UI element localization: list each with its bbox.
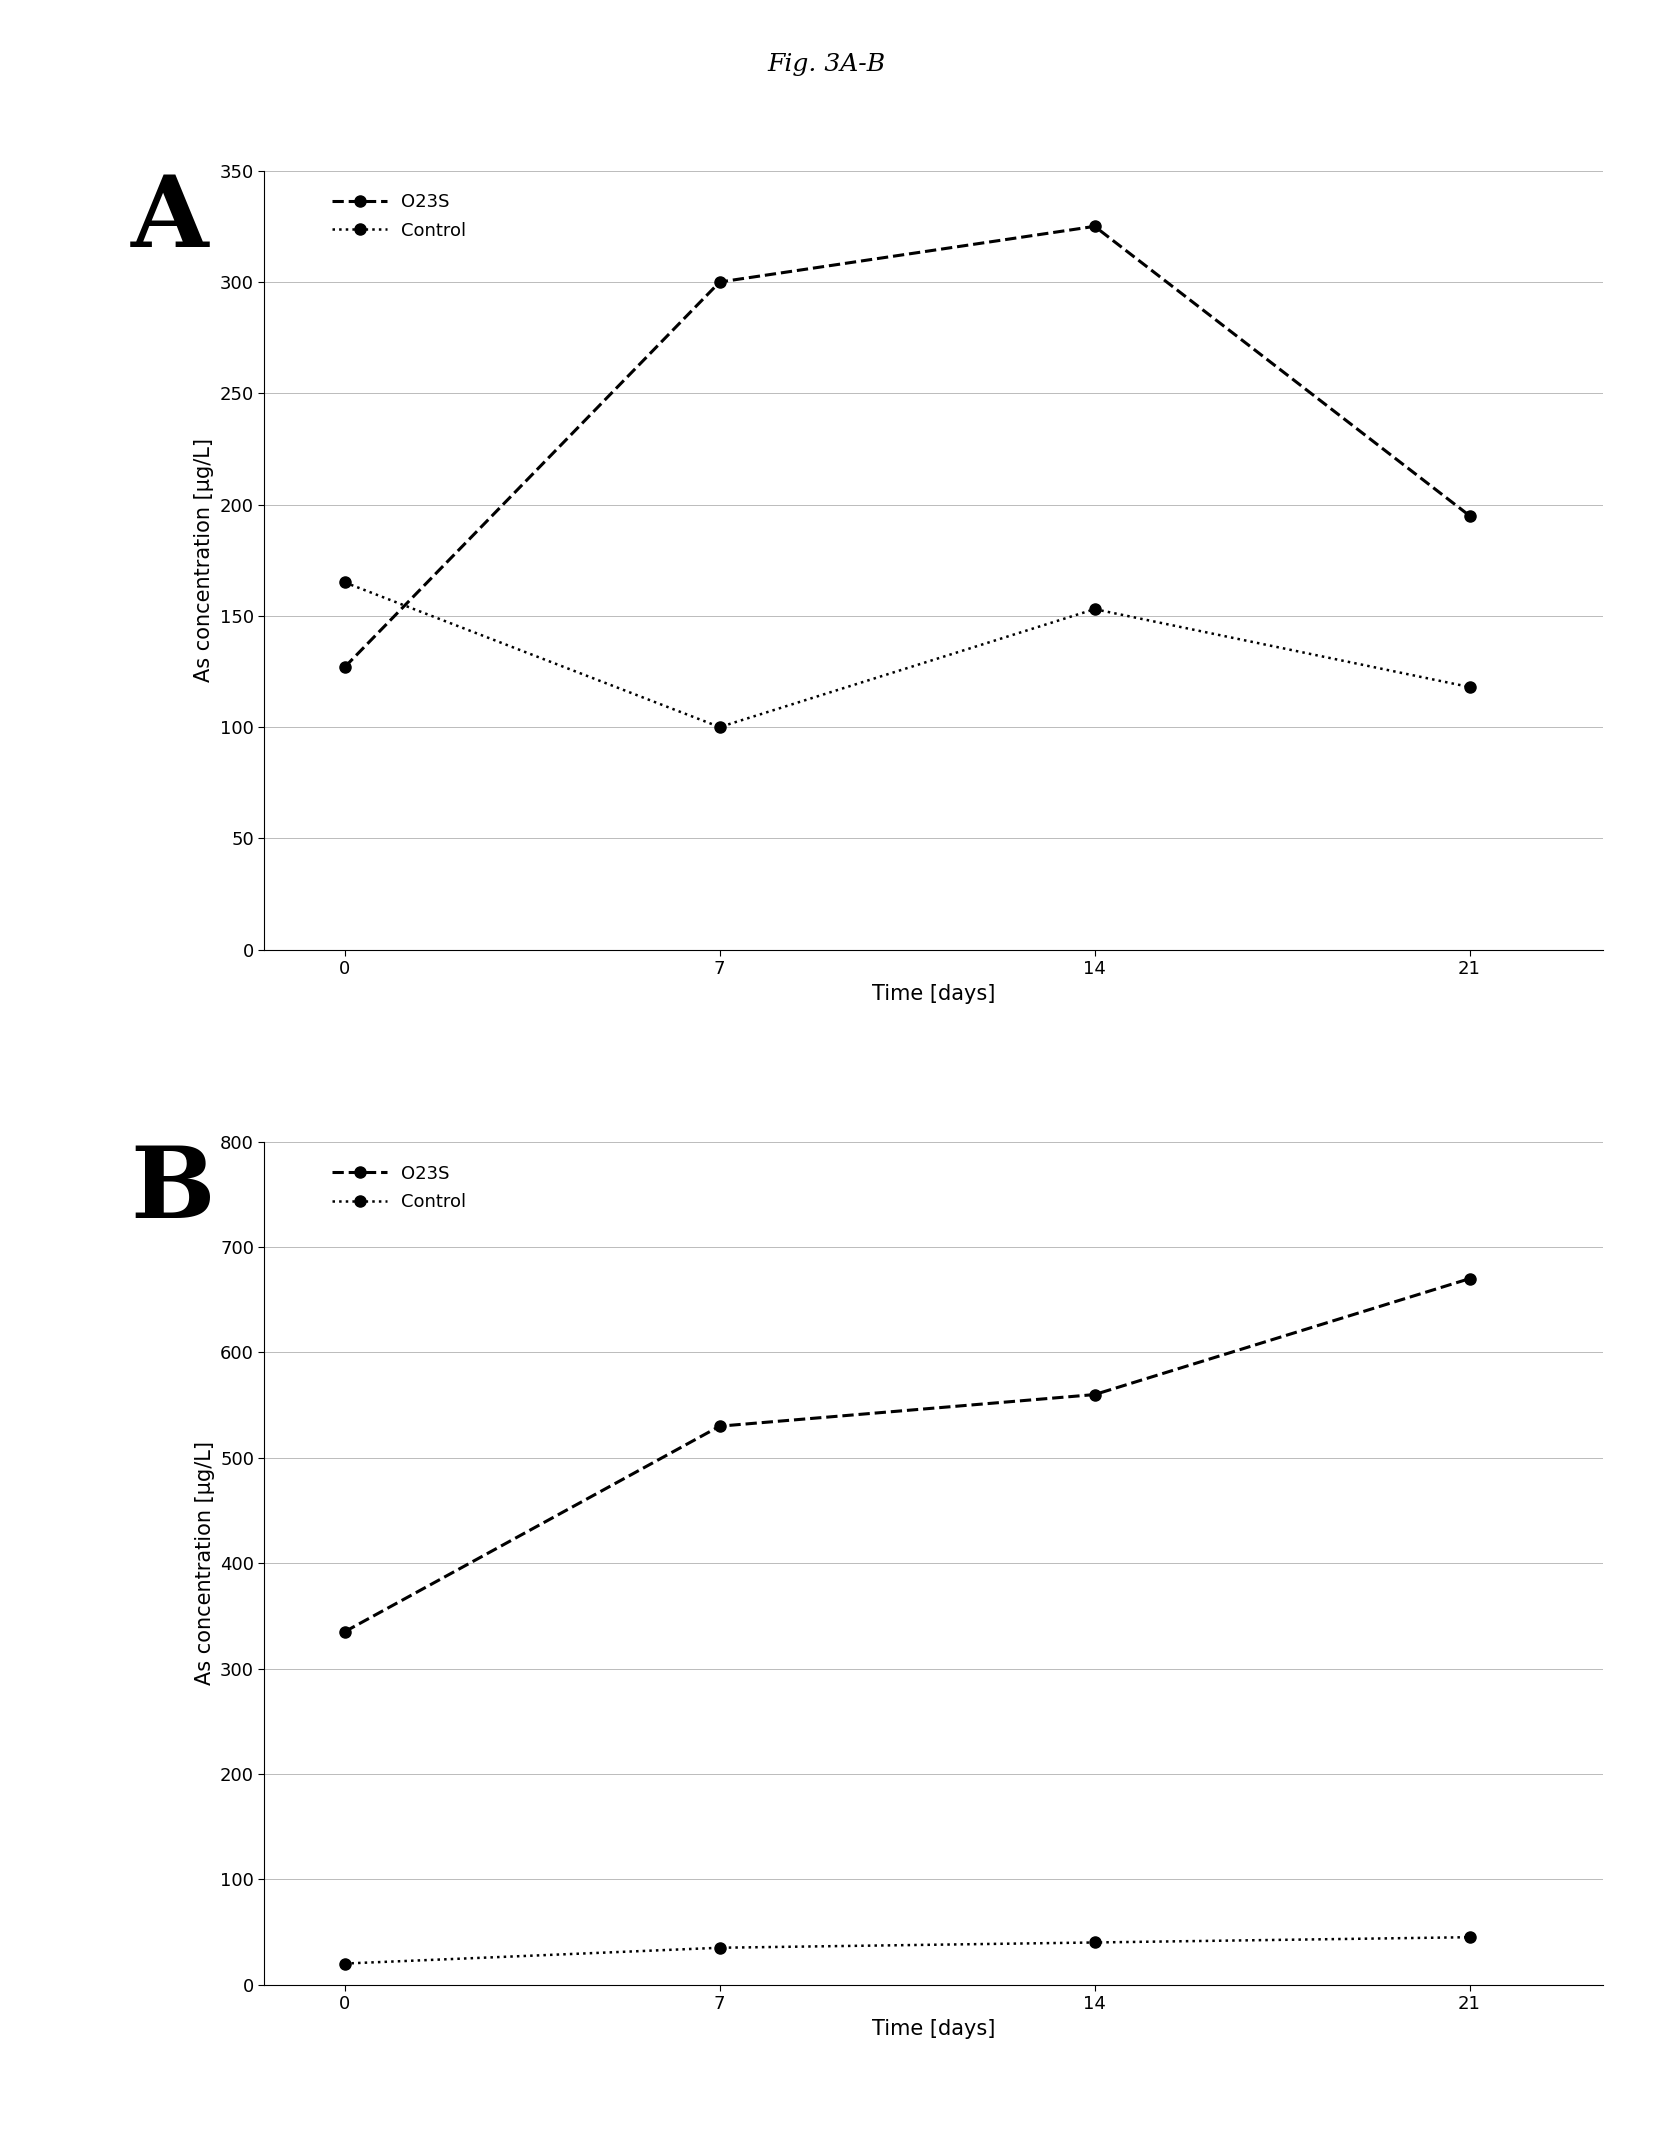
Text: A: A bbox=[131, 171, 208, 267]
Text: Fig. 3A-B: Fig. 3A-B bbox=[767, 53, 886, 77]
Y-axis label: As concentration [µg/L]: As concentration [µg/L] bbox=[195, 1440, 215, 1686]
X-axis label: Time [days]: Time [days] bbox=[873, 2019, 995, 2038]
X-axis label: Time [days]: Time [days] bbox=[873, 984, 995, 1003]
Legend: O23S, Control: O23S, Control bbox=[327, 188, 471, 245]
Text: B: B bbox=[131, 1142, 215, 1238]
Legend: O23S, Control: O23S, Control bbox=[327, 1159, 471, 1216]
Y-axis label: As concentration [µg/L]: As concentration [µg/L] bbox=[195, 437, 215, 683]
